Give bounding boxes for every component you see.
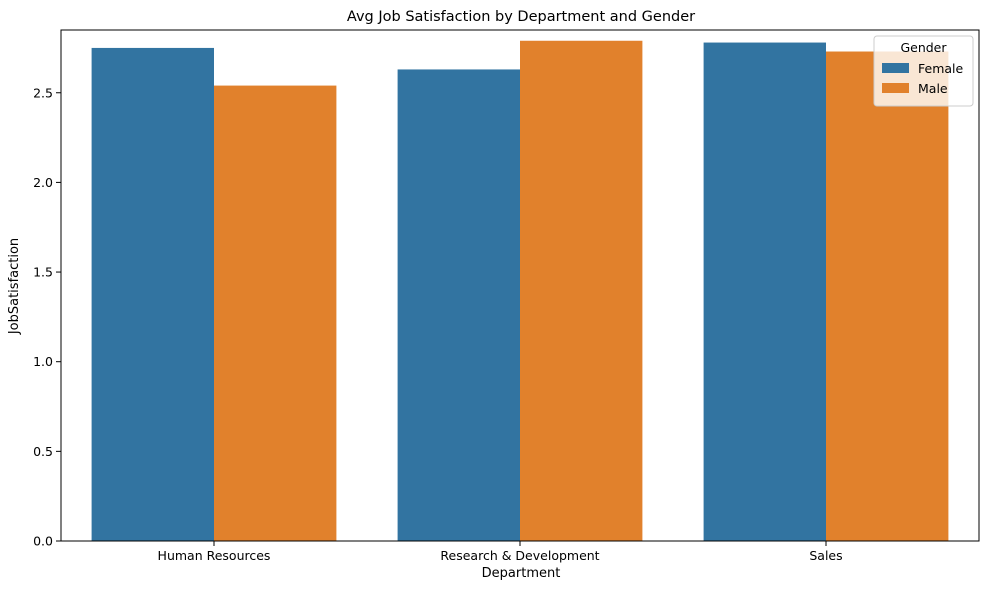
y-tick-label: 1.5 bbox=[33, 265, 53, 280]
bar-female-2 bbox=[397, 69, 520, 541]
legend: Gender Female Male bbox=[873, 35, 974, 107]
y-tick-label: 2.5 bbox=[33, 85, 53, 100]
y-axis-label: JobSatisfaction bbox=[7, 238, 22, 335]
y-tick-label: 2.0 bbox=[33, 175, 53, 190]
bar-female-1 bbox=[91, 47, 214, 542]
bar-male-2 bbox=[520, 40, 643, 541]
x-tick-label: Sales bbox=[809, 548, 842, 563]
x-axis-label: Department bbox=[482, 566, 561, 581]
y-axis: 0.0 0.5 1.0 1.5 2.0 2.5 bbox=[33, 85, 61, 549]
y-tick-label: 0.5 bbox=[33, 444, 53, 459]
legend-swatch-female bbox=[882, 63, 909, 73]
legend-swatch-male bbox=[882, 83, 909, 93]
x-tick-label: Human Resources bbox=[158, 548, 271, 563]
bar-male-3 bbox=[826, 51, 949, 542]
chart-title: Avg Job Satisfaction by Department and G… bbox=[347, 9, 695, 25]
legend-label-female: Female bbox=[918, 61, 964, 76]
plot-area bbox=[60, 29, 980, 542]
x-tick-label: Research & Development bbox=[440, 548, 599, 563]
legend-title: Gender bbox=[900, 40, 947, 55]
bar-female-3 bbox=[703, 42, 826, 542]
x-axis: Human Resources Research & Development Sal… bbox=[158, 541, 843, 563]
legend-label-male: Male bbox=[918, 81, 948, 96]
y-tick-label: 1.0 bbox=[33, 354, 53, 369]
y-tick-label: 0.0 bbox=[33, 534, 53, 549]
bar-male-1 bbox=[214, 85, 337, 541]
